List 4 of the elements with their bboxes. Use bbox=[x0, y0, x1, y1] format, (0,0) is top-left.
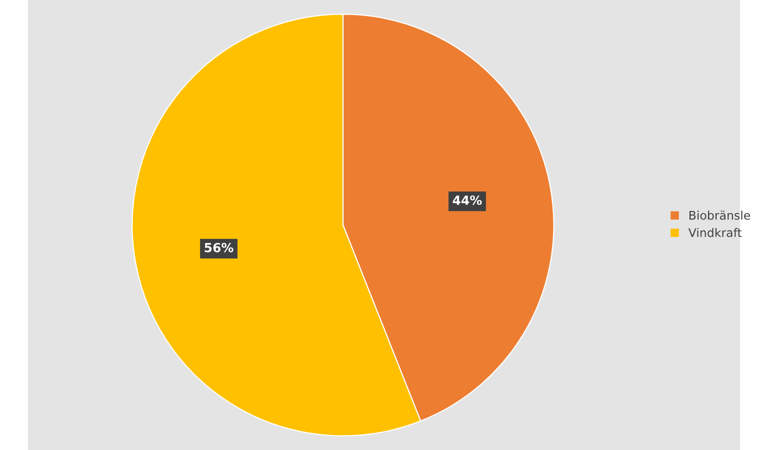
data-label: 44% bbox=[452, 195, 482, 205]
legend-label: Biobränsle bbox=[689, 210, 750, 220]
legend-label: Vindkraft bbox=[688, 228, 742, 238]
data-label: 56% bbox=[204, 242, 234, 252]
